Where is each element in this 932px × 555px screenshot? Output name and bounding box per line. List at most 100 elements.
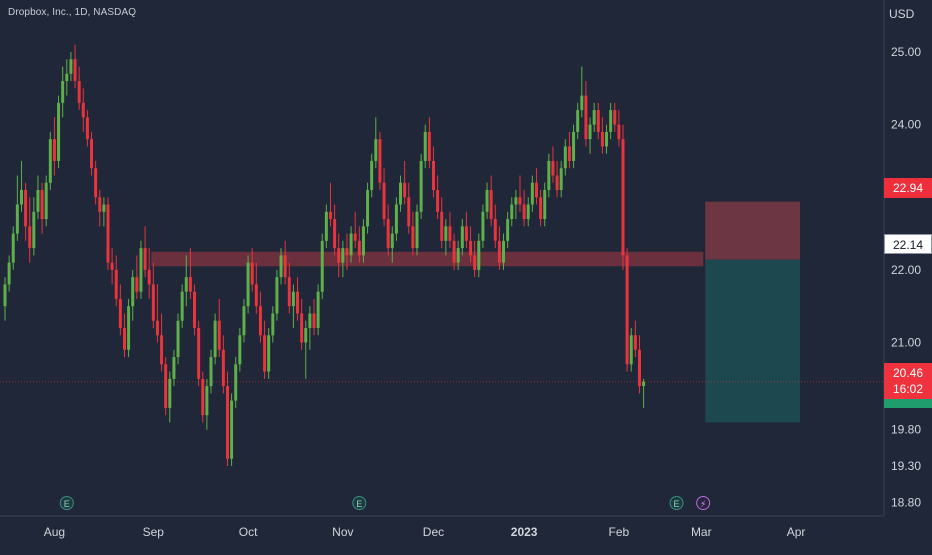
price-tick-label: 21.00: [891, 336, 921, 350]
candle-body: [164, 364, 168, 408]
candle-body: [378, 139, 382, 183]
axis-currency-label[interactable]: USD: [889, 7, 915, 21]
candle-body: [621, 139, 625, 256]
candle-body: [24, 190, 28, 227]
candle-body: [246, 262, 250, 307]
candle-body: [254, 284, 258, 307]
stop-price-tag-peek: [884, 399, 932, 408]
candle-layer: [3, 44, 646, 466]
candle-body: [61, 81, 65, 103]
candle-body: [57, 102, 61, 161]
time-tick-label: 2023: [511, 525, 538, 539]
candle-body: [151, 284, 155, 321]
candle-body: [213, 320, 217, 358]
candle-body: [300, 313, 304, 343]
candle-body: [485, 190, 489, 212]
candle-body: [291, 291, 295, 307]
candle-body: [633, 335, 637, 350]
candle-body: [506, 219, 510, 241]
candle-body: [168, 378, 172, 408]
candle-body: [357, 240, 361, 256]
candle-body: [110, 262, 114, 270]
candle-body: [518, 197, 522, 205]
candle-body: [176, 320, 180, 358]
candle-body: [15, 204, 19, 234]
candle-body: [328, 211, 332, 220]
candle-body: [547, 160, 551, 190]
candle-body: [559, 168, 563, 190]
earnings-icon-glyph: E: [674, 499, 680, 509]
price-tick-label: 19.30: [891, 459, 921, 473]
candle-body: [52, 139, 56, 161]
candle-body: [32, 211, 36, 249]
candle-body: [234, 364, 238, 401]
candle-body: [567, 146, 571, 161]
resistance-zone: [151, 251, 704, 267]
candle-body: [361, 226, 365, 256]
candle-body: [324, 211, 328, 241]
candle-body: [114, 269, 118, 299]
candle-body: [40, 190, 44, 220]
candle-body: [588, 124, 592, 140]
candle-body: [131, 277, 135, 307]
candle-body: [209, 357, 213, 387]
bar-countdown: 16:02: [892, 382, 924, 396]
candle-body: [267, 335, 271, 372]
candle-body: [444, 226, 448, 241]
candle-body: [584, 95, 588, 140]
candle-body: [440, 211, 444, 241]
position-stop-zone: [705, 259, 801, 423]
split-icon: [696, 496, 711, 510]
candle-body: [127, 306, 131, 350]
candle-body: [427, 131, 431, 161]
candle-body: [341, 248, 345, 263]
candle-body: [217, 320, 221, 350]
candle-body: [502, 240, 506, 263]
candle-body: [193, 291, 197, 328]
candle-body: [399, 182, 403, 205]
candle-body: [122, 328, 126, 350]
candle-body: [85, 117, 89, 140]
last-price-tag: 20.46 16:02: [884, 363, 932, 399]
earnings-icon: [352, 496, 367, 510]
candle-body: [563, 146, 567, 169]
candle-body: [530, 182, 534, 205]
candle-body: [436, 190, 440, 212]
candle-body: [576, 110, 580, 132]
candle-body: [637, 349, 641, 387]
candle-body: [73, 59, 77, 82]
candle-body: [415, 211, 419, 249]
candle-body: [275, 277, 279, 314]
candle-body: [250, 262, 254, 285]
candle-body: [3, 284, 7, 307]
candle-body: [534, 182, 538, 198]
candle-body: [98, 197, 102, 212]
candle-body: [642, 381, 646, 387]
candle-body: [489, 190, 493, 220]
zone-layer: [0, 201, 884, 423]
candle-body: [308, 313, 312, 328]
candle-body: [448, 226, 452, 241]
candle-body: [28, 226, 32, 249]
candle-body: [188, 277, 192, 292]
last-price-value: 20.46: [892, 366, 924, 380]
time-tick-label: Aug: [44, 525, 65, 539]
candle-body: [386, 219, 390, 249]
candle-body: [456, 248, 460, 263]
symbol-title: Dropbox, Inc., 1D, NASDAQ: [8, 7, 137, 18]
candle-body: [118, 298, 122, 328]
target-price-tag: 22.94: [884, 178, 932, 198]
candle-body: [172, 357, 176, 379]
candle-body: [481, 211, 485, 241]
candle-body: [337, 248, 341, 263]
candle-body: [460, 226, 464, 249]
candle-body: [106, 204, 110, 263]
candle-body: [287, 277, 291, 307]
time-tick-label: Nov: [332, 525, 353, 539]
candle-body: [180, 291, 184, 321]
candle-body: [69, 59, 73, 74]
time-tick-label: Dec: [423, 525, 444, 539]
candle-body: [407, 197, 411, 227]
candle-body: [390, 233, 394, 249]
